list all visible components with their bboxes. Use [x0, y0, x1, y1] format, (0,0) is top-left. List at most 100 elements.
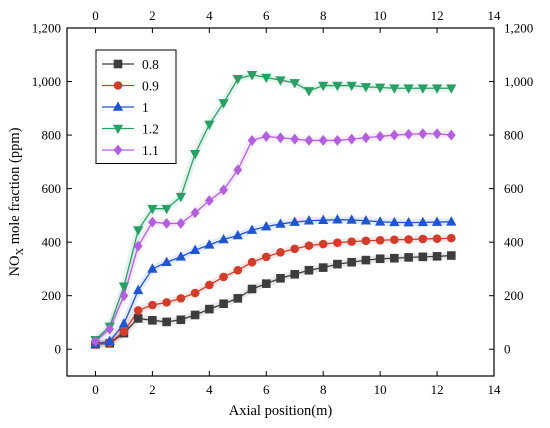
data-point-1.2 [161, 204, 172, 215]
legend-marker-0.9 [113, 81, 123, 90]
data-point-0.9 [446, 233, 456, 243]
data-point-0.8 [233, 294, 243, 303]
x-tick-label-bottom: 8 [320, 382, 327, 397]
data-point-1 [147, 263, 158, 273]
data-point-1.2 [118, 282, 130, 292]
data-point-1 [275, 218, 286, 228]
y-axis-title: NOX mole fraction (ppm) [7, 127, 26, 276]
data-point-1 [133, 284, 144, 295]
x-tick-label-bottom: 2 [149, 382, 156, 397]
data-point-0.8 [276, 273, 285, 283]
data-point-1.2 [147, 204, 158, 215]
data-point-1.2 [431, 84, 443, 94]
y-tick-label-left: 800 [42, 128, 62, 143]
data-point-1 [389, 216, 400, 227]
data-point-0.9 [318, 239, 328, 249]
data-point-0.9 [347, 237, 356, 246]
data-point-0.9 [276, 248, 285, 257]
data-point-1.1 [404, 128, 413, 140]
data-point-1 [161, 256, 172, 267]
data-point-1.1 [247, 134, 257, 146]
data-point-1.2 [218, 99, 229, 109]
y-tick-label-right: 200 [504, 288, 524, 303]
data-point-1.2 [261, 73, 272, 84]
data-point-0.9 [176, 294, 186, 303]
data-point-0.9 [190, 288, 200, 298]
data-point-1.1 [190, 207, 200, 219]
data-point-0.8 [290, 269, 300, 279]
data-point-1.1 [333, 134, 342, 146]
data-point-0.8 [404, 253, 413, 262]
data-point-1.2 [360, 83, 372, 93]
data-point-1.1 [261, 130, 271, 142]
x-tick-label-bottom: 14 [488, 382, 502, 397]
y-tick-label-right: 1,200 [504, 21, 533, 36]
data-point-0.9 [133, 306, 143, 315]
x-tick-label-top: 0 [92, 8, 99, 23]
data-point-1.1 [91, 335, 100, 347]
y-axis-title-main: NO [7, 256, 23, 277]
y-tick-label-right: 0 [504, 342, 511, 357]
data-point-1 [232, 229, 243, 240]
data-point-0.9 [432, 234, 442, 243]
data-point-1 [446, 216, 457, 226]
x-tick-label-top: 14 [488, 8, 502, 23]
legend-label-0.8: 0.8 [142, 57, 159, 72]
data-point-1.1 [375, 130, 385, 142]
data-point-1.1 [148, 216, 157, 228]
legend-items: 0.8 0.9 1 1.2 1.1 [102, 57, 159, 158]
data-point-1 [246, 224, 258, 234]
data-point-1.2 [303, 87, 315, 97]
data-point-1.1 [361, 132, 371, 144]
data-point-0.8 [190, 310, 200, 320]
data-point-0.8 [176, 315, 186, 325]
axis-ticks [67, 27, 495, 376]
data-point-1.2 [375, 83, 386, 94]
data-point-1 [104, 335, 115, 346]
data-point-0.9 [148, 300, 157, 310]
data-point-1.2 [289, 79, 300, 89]
data-point-0.9 [162, 298, 171, 307]
y-tick-label-left: 400 [42, 235, 62, 250]
y-tick-label-left: 1,200 [32, 21, 61, 36]
data-point-1 [360, 215, 372, 225]
x-tick-label-top: 12 [431, 8, 444, 23]
data-point-1.2 [133, 226, 144, 236]
data-point-0.9 [261, 252, 271, 262]
y-tick-label-left: 0 [55, 342, 62, 357]
data-point-1 [318, 214, 329, 225]
x-tick-label-bottom: 6 [263, 382, 270, 397]
data-point-0.9 [233, 265, 243, 275]
data-point-1.1 [347, 133, 357, 145]
data-point-0.9 [333, 238, 342, 247]
data-point-0.8 [347, 257, 356, 267]
y-tick-label-right: 800 [504, 128, 524, 143]
x-tick-label-top: 4 [206, 8, 213, 23]
y-tick-label-right: 1,000 [504, 74, 533, 89]
data-point-1.1 [318, 134, 328, 146]
data-point-0.8 [304, 265, 314, 275]
x-tick-label-top: 10 [374, 8, 387, 23]
data-point-0.8 [261, 279, 271, 288]
legend: 0.8 0.9 1 1.2 1.1 [95, 49, 177, 164]
data-point-1.1 [290, 133, 300, 145]
data-point-1 [431, 216, 443, 226]
data-point-0.8 [390, 253, 399, 263]
data-point-0.8 [361, 255, 371, 265]
data-point-1 [303, 215, 315, 225]
legend-marker-1 [112, 101, 124, 111]
data-point-0.8 [375, 254, 385, 264]
y-tick-label-right: 600 [504, 181, 524, 196]
data-point-1 [417, 216, 428, 227]
data-point-0.9 [304, 241, 314, 250]
data-point-1 [375, 216, 386, 226]
legend-marker-0.8 [113, 59, 123, 69]
x-tick-label-bottom: 10 [374, 382, 387, 397]
data-point-1 [218, 233, 229, 244]
y-axis-title-subscript: X [15, 248, 26, 256]
data-point-1.1 [105, 323, 115, 335]
data-point-0.8 [318, 263, 328, 272]
data-point-1.2 [275, 76, 286, 86]
data-point-1 [204, 239, 215, 249]
